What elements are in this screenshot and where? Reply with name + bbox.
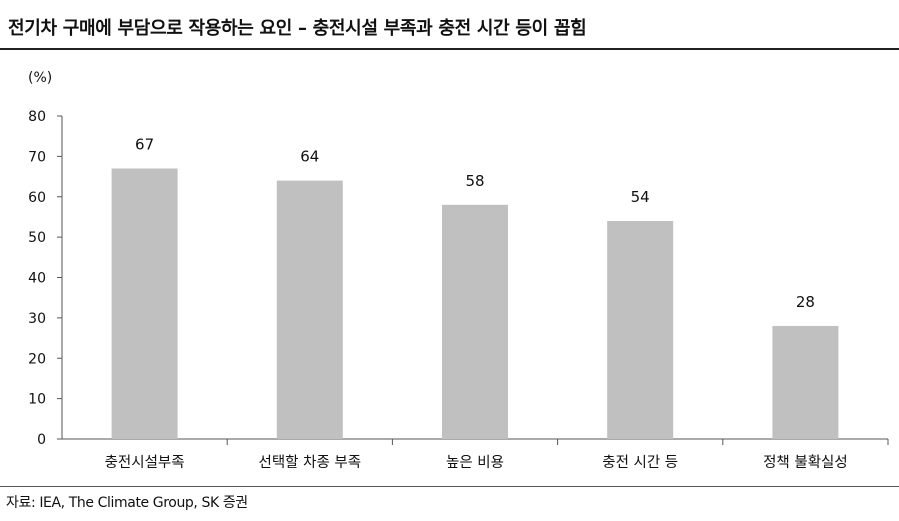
x-tick-label: 충전시설부족 <box>105 454 185 471</box>
y-tick-label: 0 <box>37 432 46 448</box>
bar <box>607 220 674 439</box>
y-tick-label: 20 <box>28 351 46 367</box>
y-tick-label: 70 <box>28 149 46 165</box>
data-label: 28 <box>796 293 815 311</box>
bottom-divider <box>0 486 899 487</box>
bar <box>111 168 178 440</box>
data-label: 54 <box>631 188 650 206</box>
source-note: 자료: IEA, The Climate Group, SK 증권 <box>6 495 248 511</box>
y-tick-label: 50 <box>28 230 46 246</box>
y-unit-label: (%) <box>28 70 52 86</box>
y-tick-label: 60 <box>28 190 46 206</box>
y-tick-label: 40 <box>28 271 46 287</box>
chart-area: (%) 0 10 20 30 40 50 60 70 80 67 충전시설부족 64 선택할 차종 부족 5… <box>0 52 899 488</box>
y-tick-label: 30 <box>28 311 46 327</box>
data-label: 58 <box>465 172 484 190</box>
x-tick-label: 충전 시간 등 <box>602 454 678 471</box>
x-tick-label: 높은 비용 <box>446 454 504 471</box>
data-label: 64 <box>300 148 319 166</box>
title-divider <box>0 48 899 50</box>
bar <box>276 180 343 439</box>
bar-chart: (%) 0 10 20 30 40 50 60 70 80 67 충전시설부족 64 선택할 차종 부족 5… <box>28 70 889 471</box>
data-label: 67 <box>135 135 154 153</box>
x-tick-label: 선택할 차종 부족 <box>258 454 361 471</box>
bar <box>442 204 508 439</box>
chart-title: 전기차 구매에 부담으로 작용하는 요인 – 충전시설 부족과 충전 시간 등이… <box>8 18 587 39</box>
y-tick-label: 10 <box>28 392 46 408</box>
x-tick-label: 정책 불확실성 <box>763 454 848 471</box>
y-tick-label: 80 <box>28 109 46 125</box>
bar <box>772 325 839 439</box>
